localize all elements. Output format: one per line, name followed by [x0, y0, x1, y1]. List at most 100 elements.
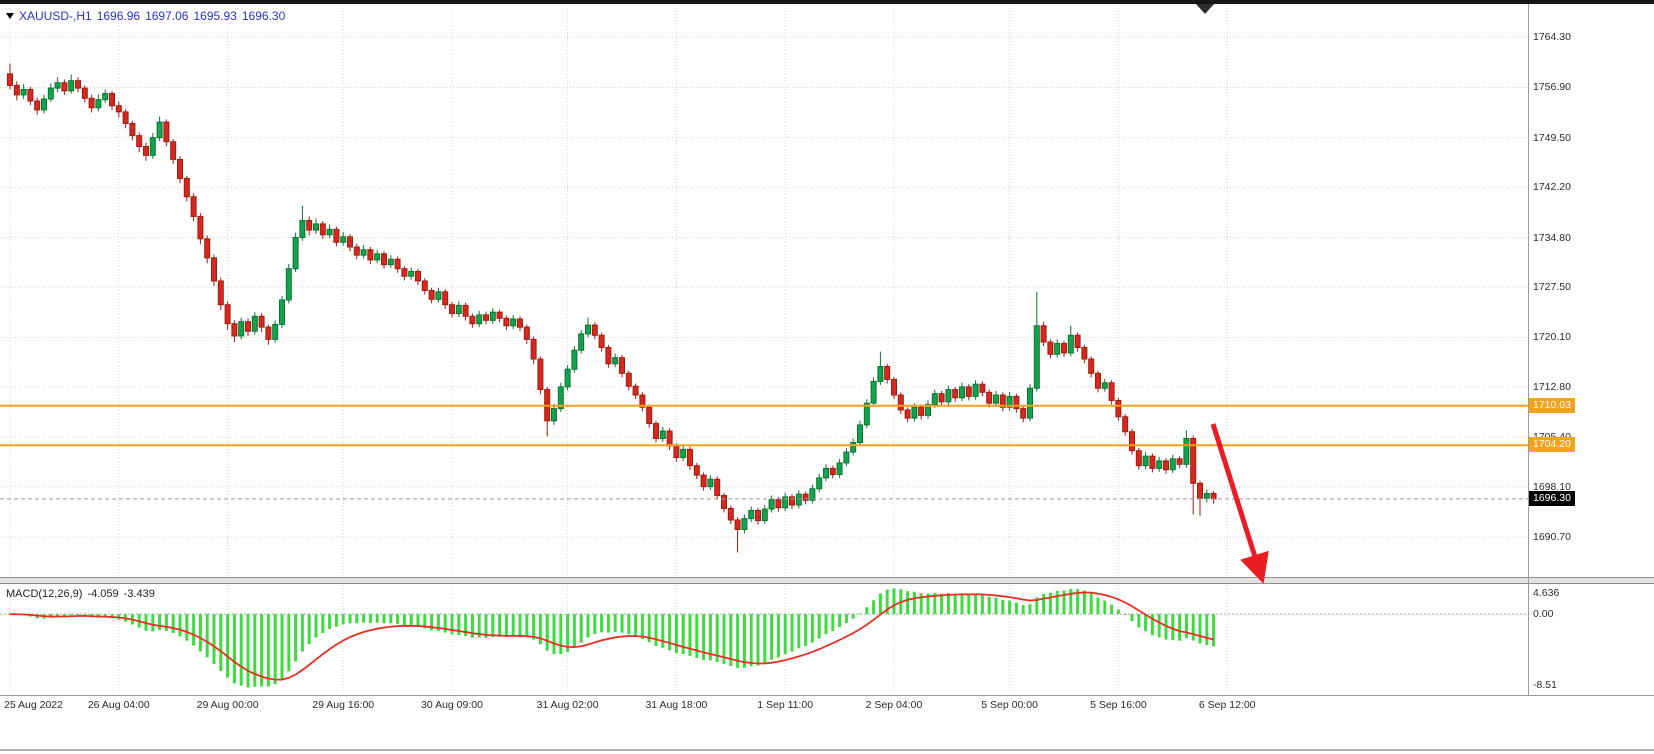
candle-body — [891, 378, 897, 396]
candle-body — [381, 253, 387, 266]
candle-body — [884, 366, 891, 380]
candle-body — [1135, 450, 1142, 467]
candle-body — [965, 386, 972, 397]
candle-body — [870, 380, 877, 404]
indicator-macd-value: -4.059 — [87, 588, 119, 600]
candle-body — [1142, 455, 1149, 467]
candle-body — [931, 393, 938, 406]
candle-body — [156, 121, 163, 139]
time-axis[interactable]: 25 Aug 2022 26 Aug 04:00 29 Aug 00:00 29 Au… — [0, 696, 1654, 714]
macd-bar — [1048, 592, 1052, 615]
candle-body — [136, 135, 143, 148]
macd-bar — [1212, 614, 1216, 647]
candle-body — [1013, 395, 1020, 410]
candle-body — [1074, 334, 1081, 348]
candle-body — [428, 289, 435, 300]
macd-bar — [389, 614, 393, 624]
candle-body — [245, 321, 251, 332]
candle-body — [755, 509, 761, 522]
macd-bar — [314, 614, 318, 638]
macd-bar — [1171, 614, 1175, 641]
macd-bar — [287, 614, 291, 672]
candle-body — [530, 338, 537, 360]
macd-bar — [940, 593, 944, 615]
candle-body — [571, 349, 578, 370]
trend-arrow[interactable] — [1210, 423, 1269, 584]
macd-bar — [273, 614, 277, 685]
candle-body — [795, 493, 802, 506]
panel-separator[interactable] — [0, 577, 1654, 584]
macd-bar — [647, 614, 651, 643]
candle-body — [972, 383, 979, 397]
candle-body — [1203, 492, 1210, 499]
candle-body — [816, 477, 823, 490]
macd-bar — [246, 614, 250, 688]
candle-body — [211, 257, 217, 282]
time-tick-label: 2 Sep 04:00 — [865, 699, 923, 711]
macd-bar — [742, 614, 746, 668]
candle-body — [401, 268, 408, 277]
macd-bar — [736, 614, 740, 668]
candle-body — [659, 430, 666, 439]
macd-bar — [430, 614, 434, 631]
price-tick-label: 1734.80 — [1533, 231, 1571, 244]
candle-body — [1027, 387, 1033, 419]
candle-body — [462, 304, 469, 317]
macd-bar — [280, 614, 284, 680]
candle-body — [483, 314, 489, 321]
candle-body — [109, 93, 115, 107]
macd-bar — [103, 614, 107, 618]
candle-body — [877, 366, 884, 382]
candle-body — [1040, 325, 1047, 343]
macd-histogram — [8, 588, 1216, 688]
macd-bar — [566, 614, 570, 652]
candle-body — [748, 509, 755, 520]
candle-body — [496, 311, 503, 319]
macd-bar — [1191, 614, 1195, 641]
candle-body — [299, 220, 306, 239]
candle-body — [326, 228, 333, 236]
candle-body — [707, 478, 714, 488]
price-axis[interactable]: 1696.30 1764.30 1756.90 1749.50 1742.20 1734… — [1529, 0, 1654, 695]
candle-body — [945, 389, 952, 403]
candle-body — [979, 383, 986, 393]
macd-bar — [1035, 597, 1039, 615]
macd-bar — [341, 614, 345, 625]
time-tick-label: 5 Sep 16:00 — [1090, 699, 1147, 711]
indicator-signal-value: -3.439 — [123, 588, 155, 600]
candle-body — [272, 323, 279, 340]
candle-body — [523, 326, 530, 340]
macd-bar — [423, 614, 427, 629]
macd-bar — [994, 597, 998, 615]
candle-body — [1149, 455, 1156, 469]
macd-bar — [953, 593, 957, 615]
macd-bar — [858, 613, 862, 615]
macd-bar — [239, 614, 243, 686]
candle-body — [408, 270, 415, 277]
macd-bar — [933, 592, 937, 615]
candle-body — [435, 291, 442, 300]
macd-bar — [436, 614, 440, 631]
macd-bar — [851, 614, 855, 619]
macd-bar — [926, 593, 930, 615]
candle-body — [489, 311, 496, 321]
candle-body — [217, 280, 224, 306]
time-tick-label: 30 Aug 09:00 — [421, 699, 483, 711]
candle-body — [564, 368, 571, 388]
macd-bar — [627, 614, 631, 635]
ohlc-close-value: 1696.30 — [241, 9, 286, 23]
macd-bar — [838, 614, 842, 628]
candle-body — [102, 93, 109, 101]
chart-shift-marker-icon[interactable] — [1196, 4, 1214, 14]
macd-bar — [205, 614, 209, 658]
candle-body — [41, 98, 47, 111]
time-tick-label: 6 Sep 12:00 — [1198, 699, 1256, 711]
macd-bar — [1082, 590, 1086, 615]
candle-body — [557, 386, 564, 410]
macd-bar — [906, 591, 910, 615]
macd-bar — [1116, 609, 1120, 615]
candle-body — [768, 499, 775, 510]
macd-bar — [586, 614, 590, 638]
candle-body — [802, 493, 809, 501]
